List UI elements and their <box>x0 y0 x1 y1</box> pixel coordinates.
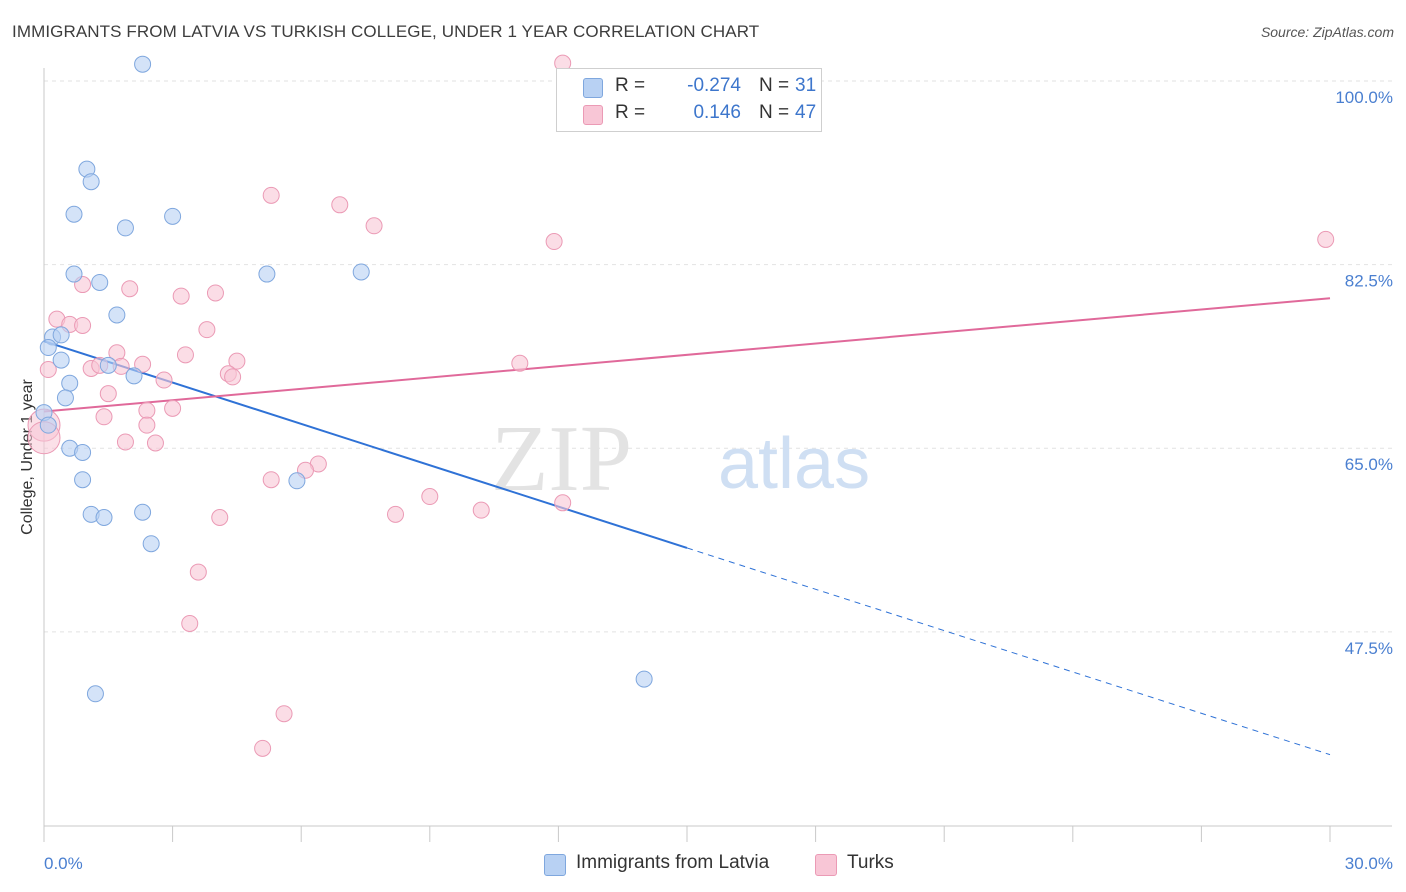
source-label: Source: ZipAtlas.com <box>1260 24 1394 40</box>
point-latvia <box>352 263 370 281</box>
legend-swatch-blue <box>544 854 566 876</box>
point-turks <box>262 186 280 204</box>
legend-n-label: N = <box>759 75 790 96</box>
point-turks <box>134 355 152 373</box>
y-tick-label: 82.5% <box>1345 272 1393 291</box>
point-turks <box>189 563 207 581</box>
point-latvia <box>91 273 109 291</box>
watermark: ZIP atlas <box>491 407 870 511</box>
x-tick-label: 30.0% <box>1345 854 1393 873</box>
x-tick-label: 0.0% <box>44 854 83 873</box>
watermark-atlas: atlas <box>718 424 870 504</box>
point-latvia <box>635 670 653 688</box>
legend-n-value: 47 <box>795 102 817 123</box>
stats-legend: R = -0.274 N = 31 R = 0.146 N = 47 <box>556 68 822 132</box>
data-points <box>27 54 1335 757</box>
point-turks <box>116 433 134 451</box>
point-turks <box>228 352 246 370</box>
point-latvia <box>164 207 182 225</box>
point-latvia <box>108 306 126 324</box>
point-latvia <box>52 351 70 369</box>
point-latvia <box>134 503 152 521</box>
point-turks <box>331 196 349 214</box>
point-turks <box>387 505 405 523</box>
point-turks <box>121 280 139 298</box>
series-legend: Immigrants from Latvia Turks <box>0 852 1406 878</box>
point-turks <box>1317 230 1335 248</box>
point-turks <box>164 399 182 417</box>
trend-line-latvia-extrapolated <box>686 547 1331 756</box>
point-turks <box>172 287 190 305</box>
point-turks <box>224 368 242 386</box>
point-turks <box>138 401 156 419</box>
legend-n-value: 31 <box>795 75 817 96</box>
point-latvia <box>134 55 152 73</box>
point-turks <box>181 614 199 632</box>
point-latvia <box>65 265 83 283</box>
y-tick-label: 65.0% <box>1345 455 1393 474</box>
point-turks <box>99 385 117 403</box>
point-latvia <box>99 356 117 374</box>
point-latvia <box>116 219 134 237</box>
point-latvia <box>95 509 113 527</box>
point-latvia <box>86 685 104 703</box>
point-turks <box>206 284 224 302</box>
point-turks <box>365 217 383 235</box>
point-turks <box>155 371 173 389</box>
point-turks <box>472 501 490 519</box>
chart-title: IMMIGRANTS FROM LATVIA VS TURKISH COLLEG… <box>12 22 760 41</box>
y-tick-label: 47.5% <box>1345 639 1393 658</box>
point-latvia <box>65 205 83 223</box>
tick-labels: 47.5% 65.0% 82.5% 100.0% 0.0% 30.0% <box>44 88 1393 873</box>
legend-r-value: -0.274 <box>687 75 741 96</box>
point-turks <box>554 494 572 512</box>
point-turks <box>254 739 272 757</box>
legend-swatch-pink <box>815 854 837 876</box>
legend-r-value: 0.146 <box>693 102 741 123</box>
legend-item-label: Immigrants from Latvia <box>576 852 770 873</box>
point-latvia <box>142 535 160 553</box>
point-turks <box>39 361 57 379</box>
point-latvia <box>52 326 70 344</box>
point-latvia <box>39 416 57 434</box>
legend-r-label: R = <box>615 102 646 123</box>
point-latvia <box>74 443 92 461</box>
legend-swatch-pink <box>583 105 603 125</box>
point-latvia <box>39 339 57 357</box>
trend-line-turks <box>43 297 1331 413</box>
point-latvia <box>288 472 306 490</box>
trend-line-latvia <box>43 340 688 549</box>
watermark-zip: ZIP <box>491 407 632 511</box>
point-latvia <box>82 173 100 191</box>
point-latvia <box>61 374 79 392</box>
point-turks <box>138 416 156 434</box>
point-turks <box>511 354 529 372</box>
legend-swatch-blue <box>583 78 603 98</box>
point-latvia <box>74 471 92 489</box>
y-tick-label: 100.0% <box>1335 88 1393 107</box>
gridlines <box>44 80 1392 633</box>
point-latvia <box>125 367 143 385</box>
point-turks <box>95 408 113 426</box>
point-latvia <box>56 389 74 407</box>
point-turks <box>545 233 563 251</box>
point-turks <box>74 316 92 334</box>
point-turks <box>146 434 164 452</box>
point-latvia <box>258 265 276 283</box>
trend-lines <box>43 297 1331 756</box>
point-turks <box>275 705 293 723</box>
legend-r-label: R = <box>615 75 646 96</box>
legend-item-label: Turks <box>847 852 894 873</box>
legend-n-label: N = <box>759 102 790 123</box>
point-turks <box>421 488 439 506</box>
point-turks <box>211 509 229 527</box>
point-turks <box>176 346 194 364</box>
point-turks <box>198 321 216 339</box>
point-turks <box>262 471 280 489</box>
